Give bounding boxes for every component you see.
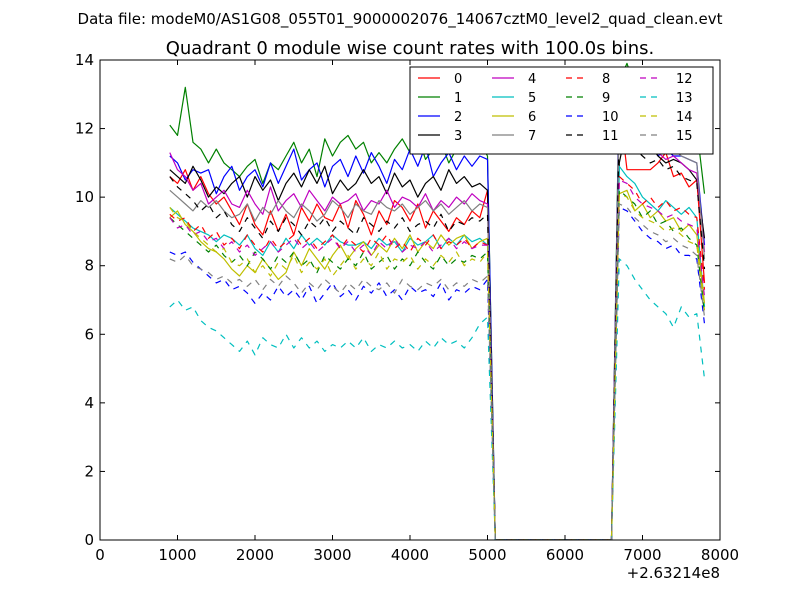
x-tick-label: 1000	[158, 546, 196, 564]
legend-label-9: 9	[602, 91, 610, 106]
series-line-13	[169, 258, 706, 540]
y-tick-label: 10	[75, 188, 94, 206]
legend-label-15: 15	[676, 129, 693, 144]
legend-label-3: 3	[454, 129, 462, 144]
y-tick-label: 12	[75, 120, 94, 138]
legend-label-1: 1	[454, 91, 462, 106]
x-tick-label: 5000	[468, 546, 506, 564]
y-tick-label: 2	[84, 462, 94, 480]
x-offset-label: +2.63214e8	[627, 564, 720, 582]
legend-label-2: 2	[454, 110, 462, 125]
legend-label-13: 13	[676, 91, 693, 106]
chart-title: Quadrant 0 module wise count rates with …	[166, 38, 655, 59]
series-layer	[169, 62, 706, 540]
legend-label-14: 14	[676, 110, 693, 125]
legend-label-12: 12	[676, 72, 693, 87]
y-tick-label: 14	[75, 51, 94, 69]
legend-label-0: 0	[454, 72, 462, 87]
series-line-3	[169, 124, 706, 540]
x-tick-label: 8000	[701, 546, 739, 564]
series-line-8	[169, 176, 706, 540]
legend-label-7: 7	[528, 129, 536, 144]
y-tick-label: 4	[84, 394, 94, 412]
x-tick-label: 0	[95, 546, 105, 564]
x-tick-label: 4000	[391, 546, 429, 564]
series-line-14	[169, 193, 706, 540]
legend-label-6: 6	[528, 110, 536, 125]
series-line-6	[169, 189, 706, 540]
x-tick-label: 3000	[313, 546, 351, 564]
x-tick-label: 7000	[623, 546, 661, 564]
series-line-4	[169, 93, 706, 540]
series-line-12	[169, 179, 706, 540]
y-tick-label: 8	[84, 257, 94, 275]
legend-label-8: 8	[602, 72, 610, 87]
y-tick-label: 0	[84, 531, 94, 549]
x-tick-label: 2000	[236, 546, 274, 564]
legend-label-11: 11	[602, 129, 619, 144]
y-tick-label: 6	[84, 325, 94, 343]
axis-ticks: 0 1000 2000 3000 4000 5000 6000 7000 80000246810…	[75, 51, 739, 564]
legend-label-5: 5	[528, 91, 536, 106]
x-tick-label: 6000	[546, 546, 584, 564]
legend-label-10: 10	[602, 110, 619, 125]
legend-box	[409, 66, 714, 155]
series-line-10	[169, 206, 706, 540]
series-line-11	[169, 121, 706, 540]
series-line-15	[169, 203, 706, 540]
chart-suptitle: Data file: modeM0/AS1G08_055T01_90000020…	[78, 10, 723, 29]
legend-label-4: 4	[528, 72, 536, 87]
